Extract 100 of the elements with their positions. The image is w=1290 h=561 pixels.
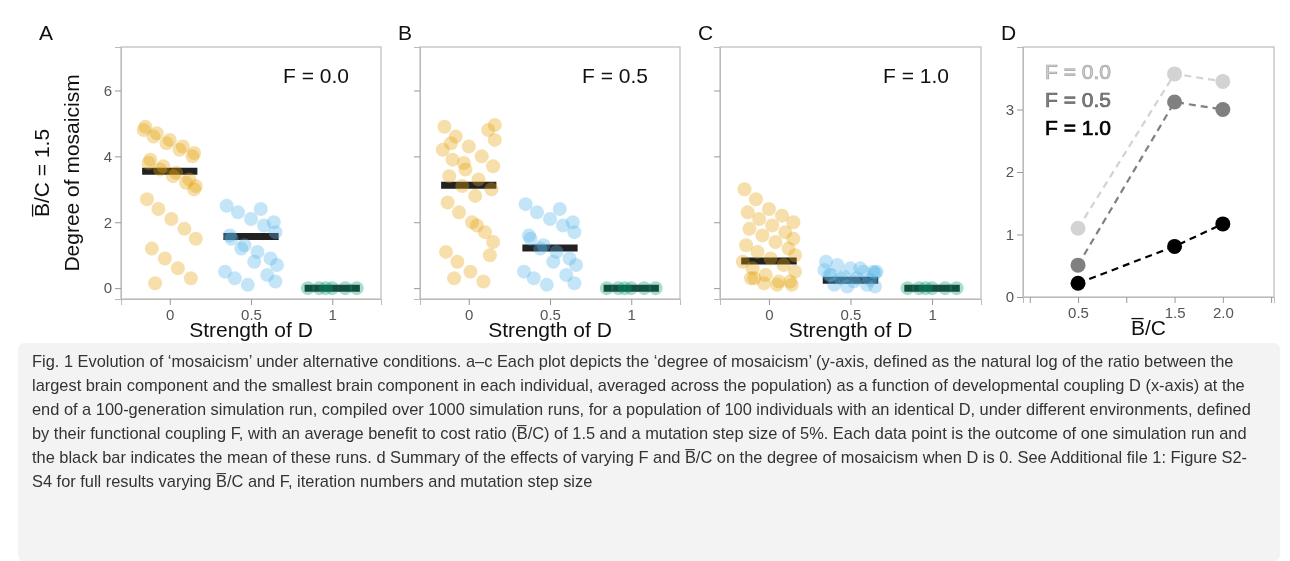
- point: [1215, 102, 1231, 117]
- chart-title: D: [1001, 21, 1017, 44]
- y-tick-label: 3: [1005, 100, 1014, 118]
- y-tick-label: 2: [1005, 163, 1014, 181]
- point: [443, 136, 458, 151]
- point: [183, 271, 198, 286]
- point: [219, 198, 234, 213]
- point: [1167, 66, 1183, 82]
- x-axis-title: B̅/C: [1130, 316, 1167, 339]
- point: [1215, 216, 1231, 232]
- point: [748, 192, 763, 207]
- point: [188, 231, 203, 246]
- point: [487, 132, 502, 147]
- text: F = 0.0: [283, 64, 349, 87]
- point: [1167, 94, 1183, 110]
- x-tick-label: 0.5: [840, 306, 862, 323]
- point: [440, 195, 455, 210]
- point: [471, 172, 486, 187]
- point: [768, 235, 783, 250]
- point: [938, 281, 953, 296]
- point: [487, 118, 502, 133]
- point: [539, 277, 554, 292]
- point: [437, 119, 452, 134]
- point: [949, 281, 964, 296]
- point: [148, 276, 163, 291]
- point: [786, 231, 801, 246]
- point: [450, 254, 465, 269]
- text: F = 0.5: [1045, 88, 1111, 111]
- point: [637, 281, 652, 296]
- point: [900, 281, 915, 296]
- point: [338, 281, 353, 296]
- point: [1215, 73, 1231, 89]
- point: [300, 281, 315, 296]
- point: [231, 205, 245, 220]
- point: [266, 215, 281, 230]
- point: [349, 281, 364, 296]
- point: [153, 162, 167, 177]
- point: [599, 281, 614, 296]
- point: [786, 215, 801, 230]
- point: [227, 271, 242, 286]
- y-tick-label: 0: [1005, 288, 1014, 306]
- point: [240, 277, 255, 292]
- point: [484, 182, 499, 197]
- point: [774, 208, 789, 223]
- point: [270, 258, 284, 273]
- point: [788, 264, 803, 279]
- point: [140, 192, 154, 207]
- point: [739, 238, 754, 253]
- point: [846, 274, 861, 289]
- x-tick-label: 1: [627, 306, 636, 323]
- point: [776, 258, 791, 273]
- text: F = 0.5: [582, 64, 648, 87]
- text: F = 1.0: [883, 64, 949, 87]
- point: [463, 264, 478, 279]
- point: [763, 251, 778, 266]
- point: [765, 218, 780, 233]
- point: [442, 169, 457, 184]
- point: [559, 267, 574, 282]
- y-tick-label: 6: [103, 81, 112, 99]
- point: [569, 258, 583, 273]
- point: [518, 197, 533, 212]
- point: [788, 248, 803, 263]
- point: [144, 241, 159, 256]
- point: [439, 244, 453, 259]
- chart-title: A: [39, 21, 54, 44]
- x-tick-label: 1: [328, 306, 337, 323]
- point: [447, 271, 462, 286]
- point: [546, 254, 561, 269]
- chart-title: C: [698, 21, 714, 44]
- point: [486, 235, 501, 250]
- point: [552, 202, 567, 217]
- point: [750, 244, 765, 259]
- point: [517, 264, 531, 279]
- y-tick-label: 4: [103, 147, 112, 165]
- point: [742, 221, 757, 236]
- point: [253, 202, 268, 217]
- point: [166, 169, 180, 184]
- point: [1070, 257, 1086, 273]
- point: [761, 202, 776, 217]
- point: [456, 155, 471, 170]
- point: [159, 136, 174, 151]
- point: [455, 179, 470, 194]
- text: F = 1.0: [1045, 116, 1111, 139]
- x-tick-label: 0: [166, 306, 175, 323]
- x-tick-label: 2.0: [1212, 304, 1234, 321]
- point: [445, 152, 460, 167]
- point: [247, 254, 262, 269]
- point: [218, 264, 232, 279]
- point: [530, 205, 544, 220]
- point: [469, 218, 484, 233]
- point: [648, 281, 663, 296]
- point: [468, 188, 483, 203]
- point: [318, 281, 333, 296]
- point: [164, 211, 179, 226]
- point: [461, 139, 476, 154]
- x-tick-label: 0.5: [540, 306, 561, 323]
- x-tick-label: 1: [928, 306, 937, 323]
- point: [151, 202, 166, 217]
- x-tick-label: 0: [765, 306, 774, 323]
- point: [474, 149, 489, 164]
